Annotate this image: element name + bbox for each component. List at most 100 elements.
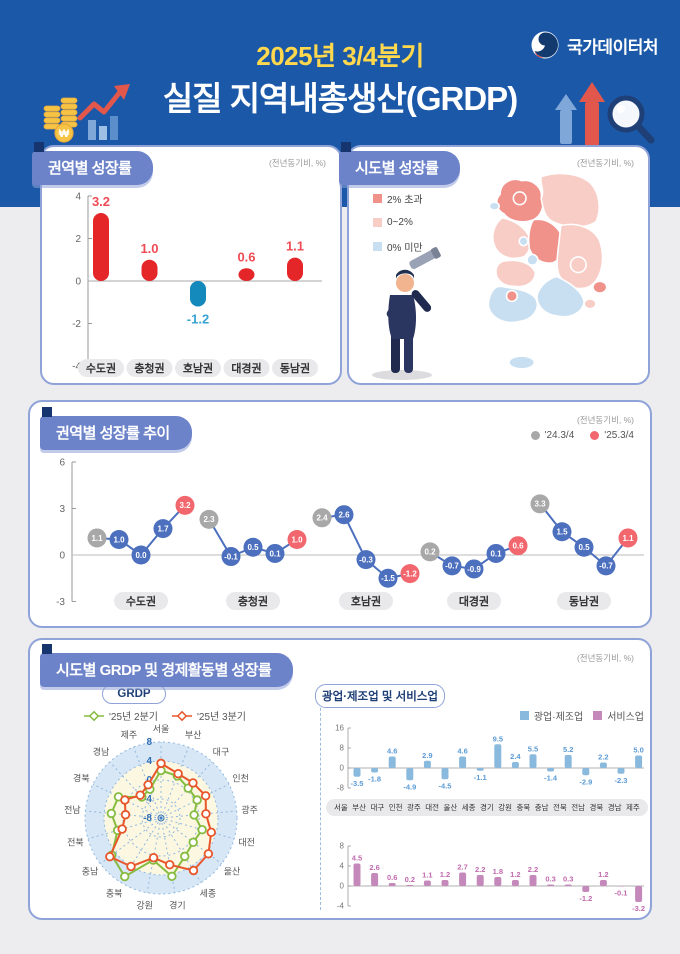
svg-text:울산: 울산 (224, 867, 241, 877)
svg-text:-3: -3 (56, 597, 65, 608)
legend-dot (530, 431, 540, 440)
svg-text:0.5: 0.5 (578, 543, 590, 552)
industry-legend: 광업·제조업 서비스업 (430, 708, 644, 723)
legend-swatch (593, 711, 603, 720)
sido-label: 세종 (461, 803, 476, 812)
grdp-radar-chart: 서울부산대구인천광주대전울산세종경기강원충북충남전북전남경북경남제주840-4-… (64, 724, 258, 910)
svg-text:0: 0 (340, 882, 345, 891)
panel-title-bottom: 시도별 GRDP 및 경제활동별 성장률 (40, 644, 294, 687)
svg-text:-1.8: -1.8 (368, 775, 381, 784)
svg-text:0: 0 (340, 764, 345, 773)
svg-text:충청권: 충청권 (238, 594, 268, 608)
panel-grdp-industry: 시도별 GRDP 및 경제활동별 성장률 (전년동기비, %) GRDP '25… (28, 638, 652, 920)
sido-label: 인천 (388, 803, 403, 812)
svg-text:1.1: 1.1 (622, 534, 634, 543)
svg-text:수도권: 수도권 (86, 362, 116, 375)
map-region-전북 (495, 259, 537, 288)
mining-manufacturing-bar-chart: 16 8 0 -8 -3.5 -1.8 4.6 -4.9 2.9 -4.5 4.6 -1.1 9.5 2.… (335, 724, 644, 793)
svg-text:5.5: 5.5 (528, 744, 538, 753)
ribbon-corner (42, 644, 52, 654)
svg-text:제주: 제주 (121, 730, 138, 740)
trend-legend-item: '24.3/4 (530, 430, 574, 441)
svg-text:3.2: 3.2 (179, 501, 191, 510)
ribbon-corner (42, 407, 52, 417)
svg-text:대구: 대구 (213, 747, 230, 757)
svg-text:1.2: 1.2 (510, 870, 520, 879)
person-telescope-illustration (372, 247, 441, 380)
sido-label: 대구 (370, 803, 385, 812)
grdp-legend: '25년 2분기 '25년 3분기 (30, 708, 300, 723)
map-region-대전 (526, 253, 539, 266)
svg-text:전북: 전북 (67, 837, 84, 847)
svg-text:1.0: 1.0 (113, 535, 125, 544)
svg-text:2.2: 2.2 (528, 865, 538, 874)
sido-label: 제주 (626, 803, 640, 812)
section-divider (320, 688, 321, 910)
svg-text:8: 8 (340, 744, 345, 753)
svg-text:1.0: 1.0 (140, 241, 158, 256)
svg-text:2.6: 2.6 (338, 511, 350, 520)
svg-text:4: 4 (146, 756, 152, 767)
map-region-대구 (569, 256, 587, 274)
panel-regional-growth: 권역별 성장률 (전년동기비, %) 4 2 0 -2 -4 3.2 수도권 1.0 충청권 -1… (32, 142, 342, 385)
svg-text:경기: 경기 (169, 899, 186, 910)
map-region-제주 (508, 355, 536, 370)
svg-text:2.9: 2.9 (422, 751, 432, 760)
map-region-서울 (512, 191, 527, 206)
panel-title-map: 시도별 성장률 (339, 142, 461, 185)
svg-text:수도권: 수도권 (126, 595, 156, 608)
korea-choropleth-map (487, 172, 608, 370)
legend-swatch (373, 218, 382, 227)
map-region-강원 (540, 172, 600, 228)
svg-text:1.1: 1.1 (422, 871, 432, 880)
map-region-부산 (583, 298, 597, 310)
svg-text:경남: 경남 (93, 746, 110, 757)
svg-text:4.6: 4.6 (387, 747, 397, 756)
unit-note: (전년동기비, %) (576, 415, 634, 425)
svg-text:-1.2: -1.2 (579, 894, 592, 903)
map-legend-item: 0% 미만 (373, 239, 423, 254)
svg-text:0.0: 0.0 (135, 551, 147, 560)
agency-name: 국가데이터처 (567, 37, 658, 57)
sido-label: 경북 (589, 803, 604, 812)
svg-text:-8: -8 (337, 784, 345, 793)
svg-text:-2.9: -2.9 (579, 777, 592, 786)
sido-label: 강원 (498, 803, 513, 812)
svg-text:0.2: 0.2 (424, 548, 436, 557)
svg-text:부산: 부산 (185, 730, 202, 740)
svg-text:-3.5: -3.5 (351, 779, 364, 788)
map-region-경남 (536, 275, 585, 318)
svg-text:-0.7: -0.7 (445, 562, 459, 571)
svg-text:1.2: 1.2 (440, 870, 450, 879)
svg-text:-8: -8 (143, 813, 152, 824)
ribbon-corner (341, 142, 351, 152)
svg-text:3.3: 3.3 (534, 500, 546, 509)
svg-text:1.5: 1.5 (556, 528, 568, 537)
sido-label: 충남 (534, 803, 549, 812)
svg-text:-1.2: -1.2 (403, 569, 417, 578)
svg-text:16: 16 (335, 724, 344, 733)
svg-text:광주: 광주 (241, 804, 258, 815)
svg-text:2.4: 2.4 (510, 752, 521, 761)
svg-text:동남권: 동남권 (569, 595, 599, 608)
svg-text:0.5: 0.5 (247, 543, 259, 552)
svg-text:-1.1: -1.1 (474, 773, 487, 782)
sido-label: 부산 (352, 803, 367, 812)
svg-text:8: 8 (340, 842, 345, 851)
svg-text:-0.1: -0.1 (615, 889, 628, 898)
industry-legend-item: 광업·제조업 (519, 708, 583, 723)
industry-subtitle: 광업·제조업 및 서비스업 (315, 684, 445, 708)
map-region-울산 (592, 280, 608, 294)
map-region-충북 (527, 218, 565, 264)
grdp-subtitle: GRDP (102, 684, 166, 704)
grdp-legend-item: '25년 2분기 (84, 708, 158, 723)
svg-text:1.8: 1.8 (493, 867, 503, 876)
svg-text:호남권: 호남권 (183, 361, 213, 375)
legend-dot (590, 431, 600, 440)
svg-text:-4: -4 (337, 902, 345, 911)
svg-text:0.1: 0.1 (490, 549, 502, 558)
sido-label: 전북 (553, 803, 567, 812)
sido-label: 울산 (443, 803, 458, 812)
svg-text:4.6: 4.6 (457, 747, 467, 756)
services-bar-chart: 8 4 0 -4 4.5 2.6 0.6 0.2 1.1 1.2 2.7 2.2 1.8 1.2 2.2 0.… (337, 842, 645, 914)
